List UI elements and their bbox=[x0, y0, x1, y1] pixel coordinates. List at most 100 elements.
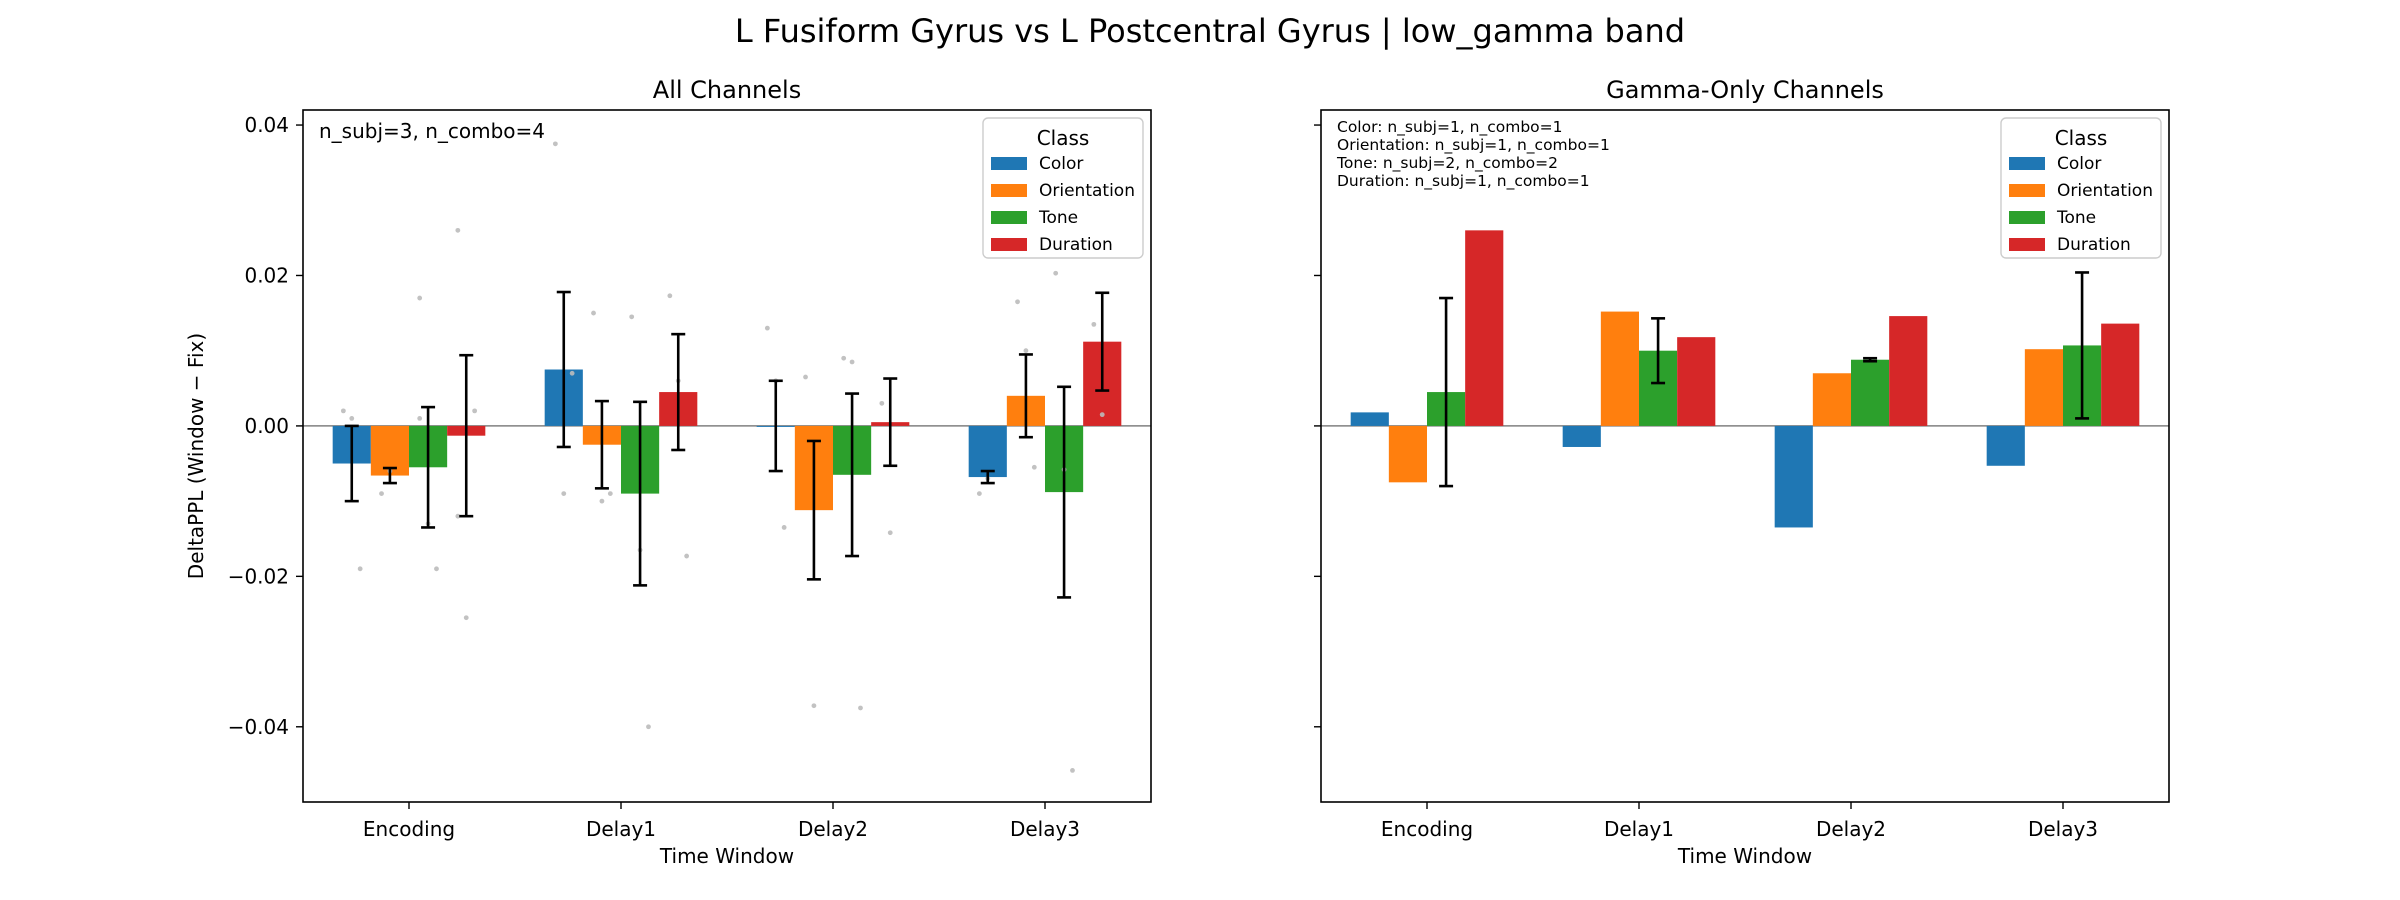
x-tick-label-encoding: Encoding bbox=[363, 817, 455, 841]
legend-label-duration: Duration bbox=[1039, 235, 1113, 255]
legend: Class Color Orientation Tone Duration bbox=[982, 117, 1144, 259]
legend-swatch-duration bbox=[991, 238, 1027, 251]
legend-label-duration: Duration bbox=[2057, 235, 2131, 255]
bar-duration-delay1 bbox=[1677, 337, 1716, 426]
stats-annotation: Orientation: n_subj=1, n_combo=1 bbox=[1337, 136, 1610, 155]
stats-annotation: Tone: n_subj=2, n_combo=2 bbox=[1336, 154, 1558, 173]
legend-label-color: Color bbox=[1039, 154, 1083, 174]
y-tick-label: −0.02 bbox=[228, 564, 289, 588]
axes-title: All Channels bbox=[653, 76, 801, 104]
y-tick-label: 0.04 bbox=[244, 113, 289, 137]
x-axis-label: Time Window bbox=[659, 844, 794, 868]
error-bar-duration-delay2 bbox=[883, 377, 898, 468]
data-point-duration-delay3 bbox=[1091, 321, 1097, 327]
data-point-orientation-delay1 bbox=[599, 498, 605, 504]
error-bar-duration-delay3 bbox=[1095, 291, 1110, 392]
data-point-duration-delay1 bbox=[684, 553, 690, 559]
legend-label-orientation: Orientation bbox=[1039, 181, 1135, 201]
data-point-orientation-delay3 bbox=[1015, 299, 1020, 305]
data-point-tone-delay1 bbox=[646, 724, 651, 730]
figure-title: L Fusiform Gyrus vs L Postcentral Gyrus … bbox=[735, 12, 1685, 50]
error-bar-tone-delay1 bbox=[1651, 317, 1666, 385]
data-point-duration-encoding bbox=[455, 513, 461, 519]
bar-color-delay3 bbox=[1986, 425, 2025, 466]
bar-duration-delay2 bbox=[1889, 316, 1928, 426]
data-point-duration-encoding bbox=[472, 408, 478, 414]
data-point-color-encoding bbox=[340, 408, 346, 414]
data-point-tone-encoding bbox=[417, 415, 423, 421]
data-point-tone-delay2 bbox=[849, 359, 855, 365]
x-tick-label-delay3: Delay3 bbox=[2028, 817, 2098, 841]
error-bar-orientation-encoding bbox=[382, 466, 397, 485]
legend: Class Color Orientation Tone Duration bbox=[2000, 117, 2162, 259]
stats-annotation: Duration: n_subj=1, n_combo=1 bbox=[1337, 172, 1590, 191]
bar-color-delay3 bbox=[968, 425, 1007, 478]
data-point-color-delay1 bbox=[552, 141, 558, 147]
bar-duration-delay3 bbox=[2101, 323, 2140, 426]
data-point-color-delay2 bbox=[764, 325, 770, 331]
legend-title: Class bbox=[2055, 126, 2108, 150]
legend-label-tone: Tone bbox=[2056, 208, 2096, 228]
y-tick-label: 0.02 bbox=[244, 263, 289, 287]
data-point-duration-delay3 bbox=[1099, 412, 1105, 418]
data-point-tone-delay2 bbox=[858, 705, 863, 711]
data-point-orientation-encoding bbox=[379, 491, 384, 497]
legend-label-color: Color bbox=[2057, 154, 2101, 174]
error-bar-duration-encoding bbox=[459, 353, 474, 518]
legend-swatch-tone bbox=[2009, 211, 2045, 224]
data-point-tone-delay3 bbox=[1070, 768, 1075, 773]
error-bar-orientation-delay2 bbox=[806, 439, 821, 581]
error-bar-tone-delay2 bbox=[845, 392, 860, 558]
data-point-orientation-delay1 bbox=[591, 310, 596, 316]
x-tick-label-delay2: Delay2 bbox=[1816, 817, 1886, 841]
data-point-color-encoding bbox=[357, 566, 363, 572]
y-axis-label: DeltaPPL (Window − Fix) bbox=[184, 333, 208, 579]
bar-duration-encoding bbox=[1465, 230, 1504, 426]
axes-frame bbox=[302, 109, 1152, 803]
x-tick-label-encoding: Encoding bbox=[1381, 817, 1473, 841]
data-point-color-delay3 bbox=[976, 491, 982, 497]
bar-orientation-delay3 bbox=[2024, 349, 2063, 426]
data-point-tone-delay1 bbox=[629, 314, 635, 320]
data-point-duration-encoding bbox=[463, 615, 469, 621]
legend-swatch-orientation bbox=[991, 184, 1027, 197]
legend-label-tone: Tone bbox=[1038, 208, 1078, 228]
x-axis-label: Time Window bbox=[1677, 844, 1812, 868]
error-bar-tone-delay3 bbox=[1057, 385, 1072, 599]
bar-orientation-delay1 bbox=[1600, 311, 1639, 426]
legend-swatch-tone bbox=[991, 211, 1027, 224]
data-point-tone-encoding bbox=[434, 566, 439, 572]
data-point-tone-delay2 bbox=[841, 355, 847, 361]
data-point-tone-encoding bbox=[417, 295, 423, 301]
stats-annotation: Color: n_subj=1, n_combo=1 bbox=[1337, 118, 1563, 137]
data-point-duration-encoding bbox=[455, 227, 461, 233]
data-point-orientation-delay3 bbox=[1023, 348, 1029, 354]
data-point-color-delay1 bbox=[561, 491, 567, 497]
error-bar-tone-encoding bbox=[1439, 296, 1454, 488]
data-point-orientation-delay2 bbox=[803, 374, 808, 380]
axes-title: Gamma-Only Channels bbox=[1606, 76, 1884, 104]
legend-swatch-duration bbox=[2009, 238, 2045, 251]
data-point-duration-delay2 bbox=[879, 400, 885, 406]
error-bar-color-delay3 bbox=[980, 469, 995, 485]
error-bar-tone-delay3 bbox=[2075, 271, 2090, 420]
error-bar-tone-delay1 bbox=[633, 400, 648, 587]
data-point-orientation-delay1 bbox=[607, 491, 613, 497]
data-point-tone-delay3 bbox=[1053, 270, 1059, 276]
error-bar-color-delay2 bbox=[768, 379, 783, 473]
x-tick-label-delay1: Delay1 bbox=[586, 817, 656, 841]
y-tick-label: −0.04 bbox=[228, 715, 289, 739]
bar-orientation-encoding bbox=[1388, 425, 1427, 483]
chart-all-channels: All Channels −0.04 −0.02 0.00 0.02 0.04 Encodi… bbox=[184, 76, 1152, 868]
x-tick-label-delay2: Delay2 bbox=[798, 817, 868, 841]
x-tick-label-delay3: Delay3 bbox=[1010, 817, 1080, 841]
chart-gamma-only-channels: Gamma-Only Channels Encoding Delay1 Delay2 D… bbox=[1314, 76, 2170, 868]
error-bar-tone-encoding bbox=[421, 405, 436, 529]
axes-frame bbox=[1320, 109, 2170, 803]
stats-annotation: n_subj=3, n_combo=4 bbox=[319, 119, 545, 143]
legend-swatch-color bbox=[991, 157, 1027, 170]
error-bar-color-encoding bbox=[344, 424, 359, 503]
bar-color-delay2 bbox=[1774, 425, 1813, 528]
bar-tone-delay2 bbox=[1851, 359, 1890, 426]
